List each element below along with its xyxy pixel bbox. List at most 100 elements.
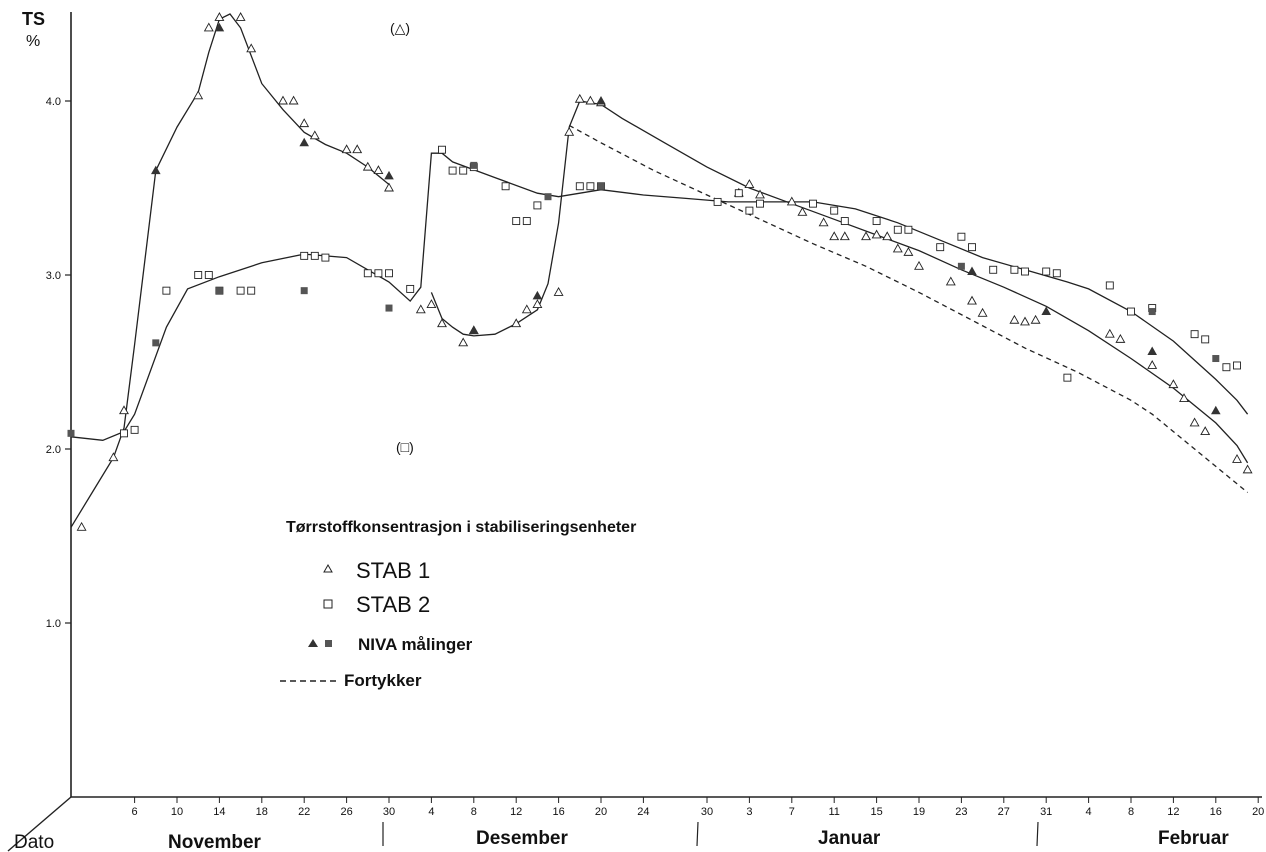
- stab1-point: [119, 405, 129, 415]
- legend-triangle-open-icon: [323, 563, 333, 573]
- stab1-point: [871, 229, 882, 239]
- stab1-point: [373, 165, 384, 175]
- stab1-point: [203, 22, 214, 32]
- y-axis-unit: %: [26, 33, 40, 50]
- stab1-point: [415, 304, 426, 314]
- stab1-point: [532, 299, 543, 309]
- stab2-point: [501, 182, 510, 191]
- stab2-point: [586, 182, 595, 191]
- stab2-point: [1010, 265, 1019, 274]
- stab2-point: [1190, 330, 1199, 339]
- x-tick-label: 4: [428, 806, 434, 818]
- x-tick-label: 20: [1252, 806, 1264, 818]
- stab1-point: [341, 144, 352, 154]
- stab1-point: [967, 295, 977, 305]
- fortykker-line: [568, 124, 1249, 494]
- niva-triangle-point: [214, 22, 225, 32]
- stab2-point: [194, 271, 203, 279]
- stab1-point: [797, 206, 808, 216]
- stab1-point: [945, 276, 956, 286]
- stab1-point: [829, 231, 840, 241]
- stab1-point: [1147, 360, 1158, 369]
- niva-triangle-point: [596, 96, 606, 105]
- stab2-point: [204, 271, 213, 279]
- niva-triangle-point: [151, 165, 161, 175]
- x-tick-label: 19: [913, 806, 925, 818]
- stab2-point: [363, 269, 372, 278]
- y-tick-label: 2.0: [46, 444, 61, 456]
- niva-square-point: [215, 287, 223, 295]
- stab1-point: [553, 286, 564, 296]
- stab2-point: [809, 199, 817, 208]
- stab1-point: [246, 43, 257, 53]
- y-ticks: 1.0 2.0 3.0 4.0: [46, 96, 71, 630]
- x-tick-label: 3: [746, 806, 752, 818]
- stab2-point: [1201, 335, 1210, 344]
- stab2-point: [893, 225, 902, 234]
- stab1-point: [839, 231, 850, 241]
- legend-label-fortykker: Fortykker: [344, 671, 422, 690]
- stab2-point: [1105, 281, 1114, 290]
- stab2-point: [512, 217, 521, 226]
- stab1-point: [1115, 333, 1126, 343]
- stab1-point: [786, 196, 797, 206]
- stab2-point: [904, 225, 913, 234]
- stab2-point: [522, 217, 531, 226]
- stab2-point: [120, 429, 128, 438]
- stab1-point: [1020, 316, 1030, 326]
- stab1-point: [755, 189, 765, 199]
- series-curves: [70, 13, 1249, 528]
- stab1-point: [818, 217, 829, 227]
- x-tick-label: 7: [789, 806, 795, 818]
- stab2-point: [713, 197, 722, 206]
- series-markers: [67, 12, 1253, 531]
- x-tick-label: 11: [828, 806, 839, 818]
- stab1-point: [278, 95, 288, 105]
- stab1-point: [426, 299, 437, 309]
- niva-triangle-point: [1147, 346, 1157, 356]
- x-tick-label: 30: [383, 806, 395, 818]
- stab2-point: [957, 232, 966, 241]
- legend-label-stab1: STAB 1: [356, 558, 430, 583]
- x-axis-label: Dato: [14, 832, 54, 852]
- stab1-point: [1104, 328, 1115, 338]
- niva-triangle-point: [384, 170, 394, 180]
- stab1-point: [882, 231, 893, 241]
- niva-square-point: [1212, 355, 1220, 363]
- stab2-point: [872, 217, 881, 226]
- x-tick-label: 24: [637, 806, 649, 818]
- stab2-point: [406, 284, 415, 293]
- stab1-point: [744, 179, 755, 188]
- y-axis-label: TS: [22, 9, 45, 29]
- stab1-point: [193, 90, 204, 100]
- niva-square-point: [957, 262, 965, 270]
- stab1-point: [288, 95, 299, 105]
- stab1-point: [309, 130, 320, 140]
- month-label-januar: Januar: [818, 828, 881, 849]
- x-tick-label: 22: [298, 806, 310, 818]
- niva-triangle-point: [967, 266, 977, 276]
- x-tick-label: 31: [1040, 806, 1052, 818]
- x-tick-label: 30: [701, 806, 713, 818]
- niva-triangle-point: [1211, 405, 1221, 415]
- stab1-point: [521, 304, 532, 314]
- stab2-point: [1222, 363, 1231, 372]
- stab1-point: [914, 260, 924, 270]
- stab1-point: [1168, 379, 1179, 389]
- stab1-point: [574, 93, 585, 103]
- stab1-point: [892, 243, 903, 253]
- stab1-point: [1009, 314, 1020, 324]
- stab1-point: [299, 118, 310, 128]
- stab1-point: [108, 452, 119, 462]
- niva-square-point: [544, 193, 552, 201]
- stab1-point: [977, 307, 988, 317]
- niva-square-point: [1148, 308, 1156, 316]
- stab2-point: [162, 286, 171, 295]
- x-tick-label: 8: [1128, 806, 1134, 818]
- stab1-point: [214, 12, 225, 21]
- x-tick-label: 12: [510, 806, 522, 818]
- stab2-point: [1042, 267, 1051, 276]
- stab2-point: [989, 265, 998, 274]
- stab1-point: [384, 182, 394, 192]
- niva-square-point: [470, 161, 478, 169]
